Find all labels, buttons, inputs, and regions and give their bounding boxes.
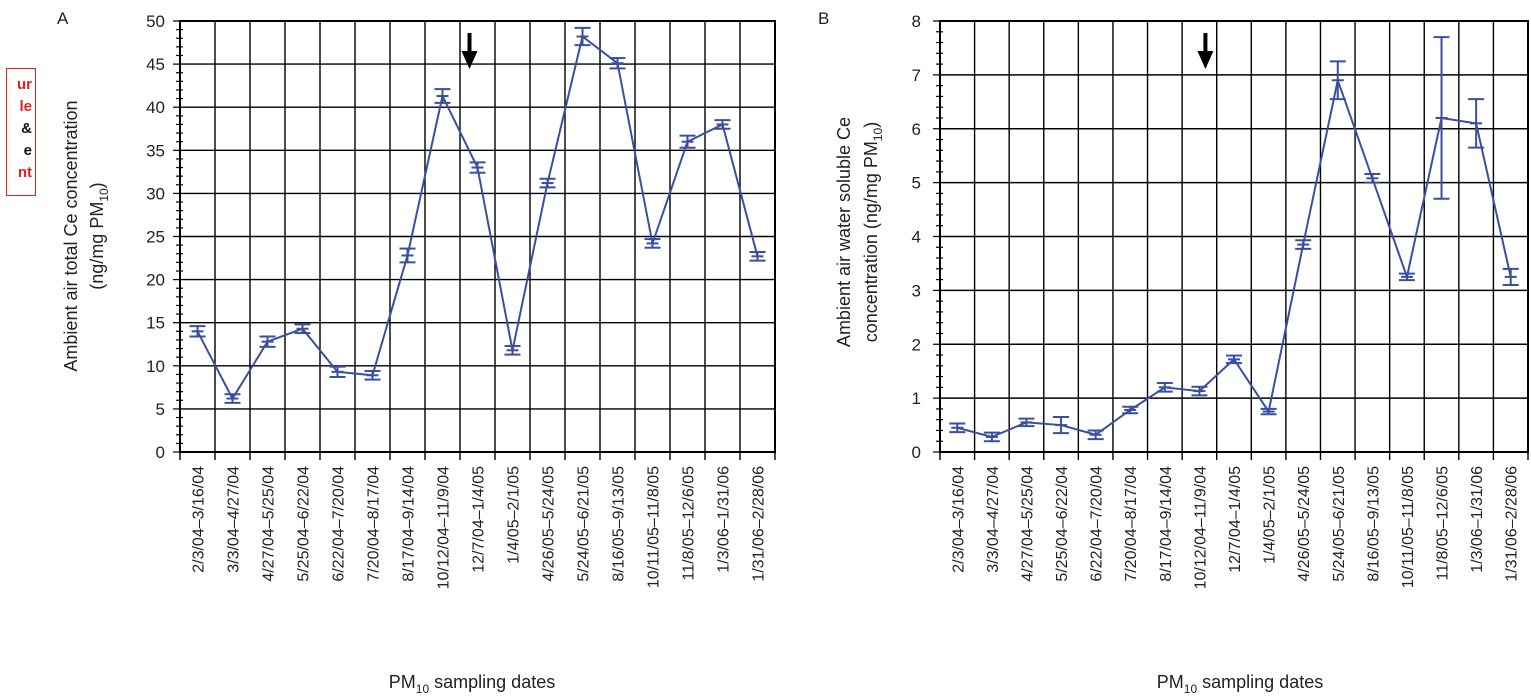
- x-tick-label: 7/20/04–8/17/04: [366, 466, 383, 582]
- x-tick-label: 1/3/06–1/31/06: [716, 466, 733, 573]
- y-tick-label: 50: [146, 12, 165, 31]
- y-tick-label: 8: [912, 12, 921, 31]
- x-tick-label: 5/25/04–6/22/04: [1054, 466, 1071, 582]
- x-tick-label: 10/11/05–11/8/05: [646, 466, 663, 588]
- y-axis-label-line2: (ng/mg PM10): [87, 182, 111, 289]
- x-tick-label: 11/8/05–12/6/05: [1435, 466, 1452, 581]
- series-line: [957, 76, 1512, 438]
- x-tick-label: 12/7/04–1/4/05: [1227, 466, 1244, 573]
- x-tick-label: 8/16/05–9/13/05: [611, 466, 628, 582]
- x-tick-label: 4/26/05–5/24/05: [541, 466, 558, 582]
- y-tick-label: 35: [146, 141, 165, 160]
- y-tick-label: 10: [146, 357, 165, 376]
- x-tick-label: 6/22/04–7/20/04: [1089, 466, 1106, 582]
- x-tick-label: 1/4/05–2/1/05: [506, 466, 523, 564]
- y-axis-label-text: (ng/mg PM: [87, 202, 107, 290]
- x-tick-label: 8/17/04–9/14/04: [1158, 466, 1175, 582]
- x-tick-label: 4/27/04–5/25/04: [261, 466, 278, 582]
- y-axis-label-subscript: 10: [97, 188, 111, 202]
- y-tick-label: 25: [146, 228, 165, 247]
- y-tick-label: 45: [146, 55, 165, 74]
- y-tick-label: 40: [146, 98, 165, 117]
- y-tick-label: 5: [912, 174, 921, 193]
- x-tick-label: 1/3/06–1/31/06: [1469, 466, 1486, 573]
- y-tick-label: 7: [912, 66, 921, 85]
- x-tick-label: 5/25/04–6/22/04: [296, 466, 313, 582]
- y-tick-label: 0: [912, 443, 921, 462]
- y-tick-label: 30: [146, 184, 165, 203]
- x-tick-label: 3/3/04–4/27/04: [226, 466, 243, 573]
- x-tick-label: 5/24/05–6/21/05: [576, 466, 593, 582]
- x-tick-label: 4/26/05–5/24/05: [1296, 466, 1313, 582]
- panel-b: 0 1 2 3 4 5 6 7 8 2/3/04–3/16/04 3/3/04–4/27/04 4/2…: [818, 9, 1529, 696]
- logo-text-5: nt: [17, 164, 32, 181]
- x-tick-label: 1/4/05–2/1/05: [1262, 466, 1279, 564]
- logo-text-1: ur: [17, 76, 32, 93]
- y-tick-label: 15: [146, 314, 165, 333]
- y-tick-label: 2: [912, 335, 921, 354]
- y-tick-label: 20: [146, 271, 165, 290]
- x-tick-label: 6/22/04–7/20/04: [331, 466, 348, 582]
- x-tick-label: 10/12/04–11/9/04: [1192, 466, 1209, 589]
- y-tick-label: 1: [912, 389, 921, 408]
- y-tick-label: 3: [912, 281, 921, 300]
- x-axis-label-subscript: 10: [1184, 682, 1198, 696]
- x-tick-label: 1/31/06–2/28/06: [751, 466, 768, 582]
- logo-text-2: le: [19, 98, 32, 115]
- x-axis-label-subscript: 10: [416, 682, 430, 696]
- series-line: [196, 34, 759, 401]
- x-tick-label: 2/3/04–3/16/04: [950, 466, 967, 573]
- y-axis-label-close: ): [861, 122, 881, 128]
- x-axis-label-text: PM: [389, 672, 416, 692]
- y-tick-label: 4: [912, 228, 921, 247]
- y-axis-label-line2: concentration (ng/mg PM10): [861, 122, 885, 342]
- y-axis-label-subscript: 10: [871, 127, 885, 141]
- down-arrow-icon-head: [461, 51, 478, 69]
- x-axis-label: PM10 sampling dates: [389, 672, 555, 696]
- y-axis-label-close: ): [87, 182, 107, 188]
- x-axis-label: PM10 sampling dates: [1157, 672, 1323, 696]
- panel-a: 0 5 10 15 20 25 30 35 40 45 50 2/3/04–3/16/04 3/3/04…: [57, 9, 776, 696]
- x-tick-label: 5/24/05–6/21/05: [1331, 466, 1348, 582]
- x-axis-label-text: PM: [1157, 672, 1184, 692]
- x-axis-label-rest: sampling dates: [429, 672, 555, 692]
- x-tick-label: 8/17/04–9/14/04: [401, 466, 418, 582]
- down-arrow-icon-head: [1197, 51, 1214, 69]
- panel-label: B: [818, 9, 829, 28]
- y-axis-label-line1: Ambient air total Ce concentration: [61, 100, 81, 371]
- logo-text-4: e: [23, 142, 32, 159]
- x-tick-label: 8/16/05–9/13/05: [1365, 466, 1382, 582]
- y-axis-label-text: concentration (ng/mg PM: [861, 141, 881, 342]
- x-tick-label: 2/3/04–3/16/04: [191, 466, 208, 573]
- logo-text-3: &: [21, 120, 32, 137]
- x-tick-label: 3/3/04–4/27/04: [985, 466, 1002, 573]
- y-axis-label-line1: Ambient air water soluble Ce: [834, 117, 854, 347]
- x-axis-label-rest: sampling dates: [1197, 672, 1323, 692]
- x-tick-label: 7/20/04–8/17/04: [1123, 466, 1140, 582]
- x-tick-label: 10/11/05–11/8/05: [1400, 466, 1417, 588]
- y-tick-label: 0: [156, 443, 165, 462]
- x-tick-label: 12/7/04–1/4/05: [471, 466, 488, 573]
- x-tick-label: 1/31/06–2/28/06: [1504, 466, 1521, 582]
- panel-label: A: [57, 9, 69, 28]
- publisher-logo-fragment: ur le & e nt: [6, 68, 36, 196]
- y-tick-label: 5: [156, 400, 165, 419]
- y-tick-label: 6: [912, 120, 921, 139]
- x-tick-label: 4/27/04–5/25/04: [1019, 466, 1036, 582]
- x-tick-label: 11/8/05–12/6/05: [681, 466, 698, 581]
- x-tick-label: 10/12/04–11/9/04: [436, 466, 453, 589]
